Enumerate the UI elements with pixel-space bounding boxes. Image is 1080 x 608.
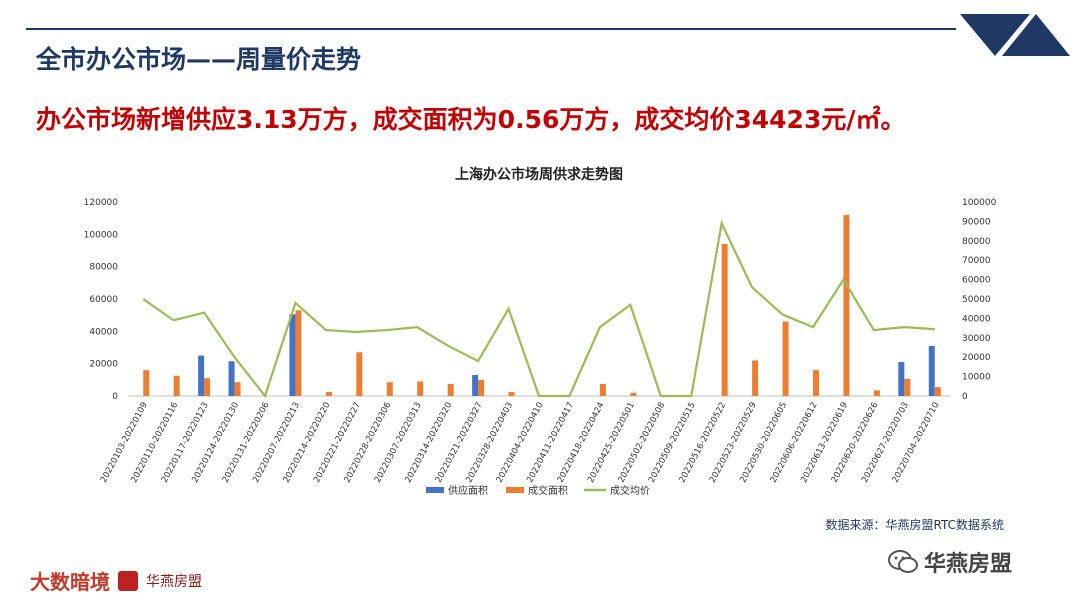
- supply-bar: [898, 362, 905, 396]
- deal-bar: [508, 391, 515, 396]
- supply-bar: [198, 355, 205, 396]
- y-left-tick-label: 40000: [89, 327, 118, 337]
- legend-label: 供应面积: [448, 484, 488, 497]
- y-right-tick-label: 60000: [962, 276, 991, 286]
- y-right-tick-label: 50000: [962, 295, 991, 305]
- deal-bar: [447, 383, 454, 396]
- deal-bar: [813, 370, 819, 396]
- weekly-supply-demand-chart: 上海办公市场周供求走势图0200004000060000800001000001…: [84, 166, 997, 497]
- wechat-icon: [888, 550, 918, 573]
- y-right-tick-label: 20000: [962, 353, 991, 363]
- deal-bar: [599, 383, 606, 396]
- headline-summary: 办公市场新增供应3.13万方，成交面积为0.56万方，成交均价34423元/㎡。: [36, 105, 906, 134]
- deal-bar: [143, 370, 150, 396]
- deal-bar: [325, 391, 332, 396]
- y-right-tick-label: 40000: [962, 314, 991, 324]
- deal-bar: [904, 379, 911, 396]
- deal-bar: [386, 382, 393, 396]
- legend-label: 成交面积: [528, 484, 568, 497]
- legend-label: 成交均价: [610, 484, 650, 497]
- header-rule: [26, 28, 956, 30]
- deal-bar: [204, 378, 211, 396]
- seal-icon: [118, 570, 138, 591]
- footer-logos: 大数暗境 华燕房盟: [30, 566, 202, 595]
- price-line: [142, 219, 935, 399]
- page-title: 全市办公市场——周量价走势: [36, 45, 362, 74]
- y-right-tick-label: 90000: [962, 217, 991, 227]
- deal-bar: [356, 352, 363, 396]
- data-source: 数据来源：华燕房盟RTC数据系统: [825, 518, 1004, 532]
- y-left-tick-label: 0: [112, 392, 118, 402]
- supply-bar: [928, 345, 935, 396]
- deal-bar: [478, 379, 485, 396]
- deal-bar: [173, 375, 180, 396]
- legend-swatch-1: [506, 487, 524, 493]
- deal-bar: [843, 214, 850, 396]
- logo-dashu: 大数暗境: [30, 570, 110, 594]
- y-right-tick-label: 0: [962, 392, 968, 402]
- deal-bar: [295, 310, 302, 396]
- deal-bar: [234, 382, 241, 396]
- logo-huayan: 华燕房盟: [146, 573, 202, 590]
- y-right-tick-label: 70000: [962, 256, 991, 266]
- y-left-tick-label: 100000: [84, 230, 119, 240]
- y-left-tick-label: 60000: [89, 295, 118, 305]
- deal-bar: [873, 390, 880, 396]
- supply-bar: [472, 374, 479, 396]
- deal-bar: [417, 381, 424, 396]
- corner-triangles-icon: [960, 14, 1070, 56]
- y-right-tick-label: 80000: [962, 237, 991, 247]
- y-right-tick-label: 100000: [962, 198, 997, 208]
- deal-bar: [934, 387, 941, 396]
- y-left-tick-label: 120000: [84, 198, 119, 208]
- supply-bar: [289, 314, 296, 396]
- y-left-tick-label: 20000: [89, 360, 118, 370]
- supply-bar: [228, 361, 235, 396]
- deal-bar: [782, 321, 789, 396]
- wechat-brand-name: 华燕房盟: [924, 552, 1013, 577]
- wechat-brand: 华燕房盟: [888, 546, 1012, 578]
- y-left-tick-label: 80000: [89, 263, 118, 273]
- deal-bar: [630, 392, 637, 396]
- deal-bar: [721, 244, 728, 396]
- y-right-tick-label: 30000: [962, 334, 991, 344]
- y-right-tick-label: 10000: [962, 373, 991, 383]
- deal-bar: [752, 360, 759, 396]
- legend-swatch-0: [426, 487, 444, 493]
- chart-title: 上海办公市场周供求走势图: [455, 166, 623, 183]
